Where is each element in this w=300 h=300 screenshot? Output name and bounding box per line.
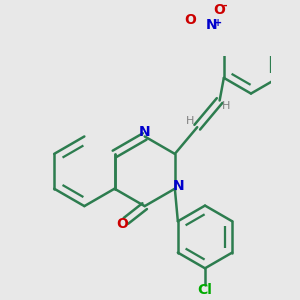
Text: N: N bbox=[173, 179, 185, 193]
Text: +: + bbox=[214, 18, 222, 28]
Text: O: O bbox=[116, 217, 128, 231]
Text: H: H bbox=[186, 116, 195, 126]
Text: H: H bbox=[221, 101, 230, 111]
Text: N: N bbox=[139, 125, 151, 140]
Text: -: - bbox=[223, 1, 227, 11]
Text: O: O bbox=[213, 3, 225, 17]
Text: Cl: Cl bbox=[198, 283, 212, 297]
Text: N: N bbox=[206, 18, 218, 32]
Text: O: O bbox=[184, 14, 196, 27]
